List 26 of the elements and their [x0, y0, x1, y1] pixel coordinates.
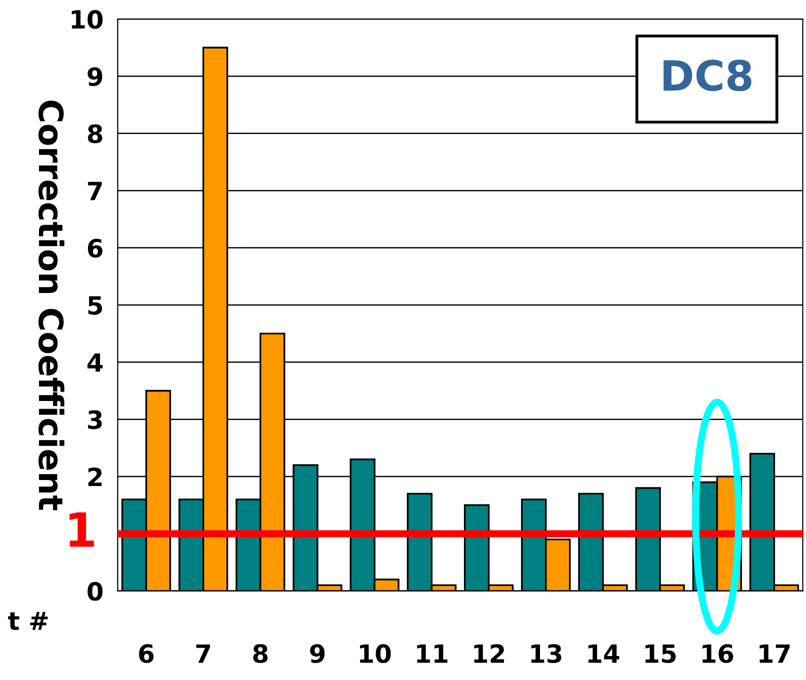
x-tick-label: 8 [253, 644, 268, 664]
annotation: DC8 [664, 60, 752, 92]
x-tick-label: 14 [588, 644, 620, 663]
x-tick-label: 10 [360, 644, 391, 664]
y-tick-label: 6 [88, 238, 102, 258]
x-tick-label: 7 [196, 644, 210, 663]
x-tick-label: 17 [760, 644, 790, 663]
y-tick-label: 9 [88, 67, 102, 86]
y-tick-label: 2 [88, 467, 102, 486]
y-tick-label: 10 [72, 10, 103, 29]
x-tick-label: 13 [531, 644, 562, 664]
y-tick-label: 5 [88, 296, 102, 315]
x-tick-label: 9 [310, 644, 325, 664]
x-tick-label: 12 [474, 644, 504, 663]
ref-line-label: 1 [70, 512, 94, 547]
y-tick-label: 7 [88, 182, 102, 200]
y-tick-label: 4 [88, 353, 103, 372]
x-axis-title: t # [8, 612, 48, 630]
y-axis-title: Correction Coefficient [38, 100, 64, 510]
y-tick-label: 3 [88, 410, 102, 430]
x-tick-label: 11 [417, 644, 448, 663]
y-tick-label: 0 [88, 582, 103, 601]
x-tick-label: 6 [139, 644, 154, 664]
x-tick-label: 15 [645, 644, 676, 664]
x-tick-label: 16 [702, 644, 734, 664]
y-tick-label: 8 [88, 124, 102, 144]
